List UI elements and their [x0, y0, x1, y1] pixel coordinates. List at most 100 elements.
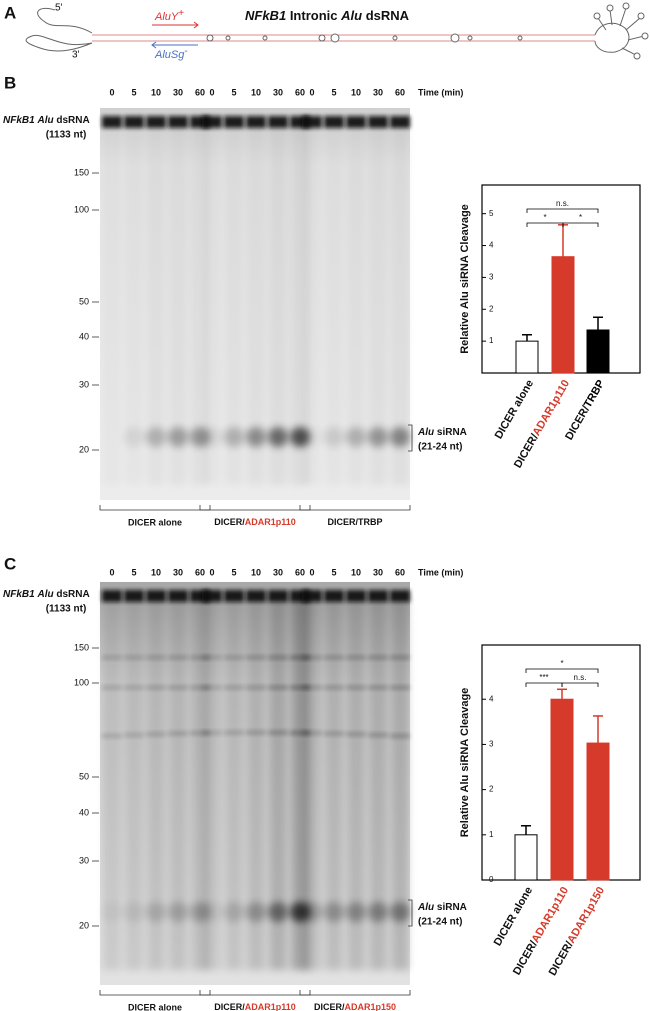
gel-band: [268, 655, 288, 660]
substrate-band: [390, 590, 410, 602]
lane-label: 10: [251, 567, 261, 577]
gel-band: [390, 733, 410, 739]
lane-label: 60: [195, 87, 205, 97]
substrate-band: [124, 590, 144, 602]
product-band: [346, 902, 366, 922]
gel-band: [268, 730, 288, 736]
substrate-band: [368, 116, 388, 128]
gel-band: [290, 730, 310, 736]
substrate-band: [302, 590, 322, 602]
group-bracket: [99, 505, 211, 511]
lane-label: 10: [351, 87, 361, 97]
title-part: Intronic: [290, 8, 338, 23]
group-bracket: [199, 505, 311, 511]
lane-label: 5: [231, 567, 236, 577]
product-band: [302, 427, 322, 447]
size-marker: 50: [79, 771, 89, 781]
lane-label: 60: [395, 87, 405, 97]
gel-band: [302, 685, 322, 690]
gel-band: [246, 685, 266, 690]
title-part: Alu: [340, 8, 362, 23]
y-tick-label: 2: [489, 304, 494, 313]
lane-smear: [125, 597, 143, 970]
lane-smear: [391, 123, 409, 485]
gel-band: [324, 685, 344, 690]
gel-band: [246, 730, 266, 736]
product-band: [390, 427, 410, 447]
product-band: [146, 902, 166, 922]
group-label: DICER/ADAR1p110: [214, 1002, 296, 1011]
substrate-length: (1133 nt): [46, 130, 87, 141]
gel-band: [290, 655, 310, 660]
significance-bracket: [561, 682, 599, 687]
product-band: [390, 902, 410, 922]
substrate-band: [246, 590, 266, 602]
text-part: dsRNA: [56, 115, 89, 126]
panel-label: C: [4, 554, 16, 573]
gel-band: [168, 730, 188, 736]
group-bracket: [299, 505, 411, 511]
lane-label: 5: [331, 87, 336, 97]
product-band: [290, 427, 310, 447]
product-bracket: [408, 424, 413, 452]
antisense-label: AluSg-: [154, 46, 188, 61]
substrate-band: [102, 590, 122, 602]
sense-name: AluY: [154, 11, 179, 23]
lane-smear: [325, 597, 343, 970]
lane-smear: [203, 597, 221, 970]
substrate-label: NFkB1 Alu dsRNA: [3, 589, 90, 600]
lane-label: 10: [151, 567, 161, 577]
substrate-band: [324, 116, 344, 128]
product-band: [368, 902, 388, 922]
lane-label: 30: [173, 87, 183, 97]
gel-band: [390, 685, 410, 690]
gel-band: [124, 732, 144, 738]
product-band: [368, 427, 388, 447]
gel-band: [102, 733, 122, 739]
title-part: dsRNA: [366, 8, 410, 23]
y-tick-label: 3: [489, 740, 494, 749]
gel-band: [368, 655, 388, 660]
substrate-length: (1133 nt): [46, 604, 87, 615]
lane-label: 10: [251, 87, 261, 97]
text-part: NFkB1: [3, 115, 35, 126]
sense-label: AluY+: [154, 8, 184, 23]
lane-label: 0: [309, 87, 314, 97]
product-band: [202, 427, 222, 447]
text-part: Alu: [36, 115, 53, 126]
lane-label: 10: [351, 567, 361, 577]
group-bracket: [199, 990, 311, 996]
gel-band: [146, 655, 166, 660]
lane-label: 5: [131, 87, 136, 97]
lane-label: 30: [373, 567, 383, 577]
significance-label: *: [560, 659, 563, 668]
product-band: [324, 902, 344, 922]
gel-band: [268, 685, 288, 690]
size-marker: 150: [74, 167, 89, 177]
gel-band: [190, 730, 210, 736]
substrate-band: [168, 116, 188, 128]
substrate-band: [246, 116, 266, 128]
product-band: [202, 902, 222, 922]
text-part: dsRNA: [56, 589, 89, 600]
group-label: DICER alone: [128, 1002, 182, 1011]
gel-band: [302, 730, 322, 736]
text-part: siRNA: [437, 902, 467, 913]
lane-label: 30: [173, 567, 183, 577]
significance-bracket: [525, 668, 599, 673]
lane-label: 60: [395, 567, 405, 577]
text-part: Alu: [417, 427, 434, 438]
lane-label: 0: [109, 87, 114, 97]
lane-smear: [247, 597, 265, 970]
product-band: [346, 427, 366, 447]
product-band: [124, 902, 144, 922]
sense-sign: +: [178, 8, 184, 19]
y-tick-label: 1: [489, 336, 494, 345]
substrate-band: [268, 116, 288, 128]
y-tick-label: 4: [489, 241, 494, 250]
substrate-band: [102, 116, 122, 128]
substrate-band: [268, 590, 288, 602]
size-marker: 20: [79, 920, 89, 930]
lane-smear: [191, 123, 209, 485]
gel-band: [202, 655, 222, 660]
